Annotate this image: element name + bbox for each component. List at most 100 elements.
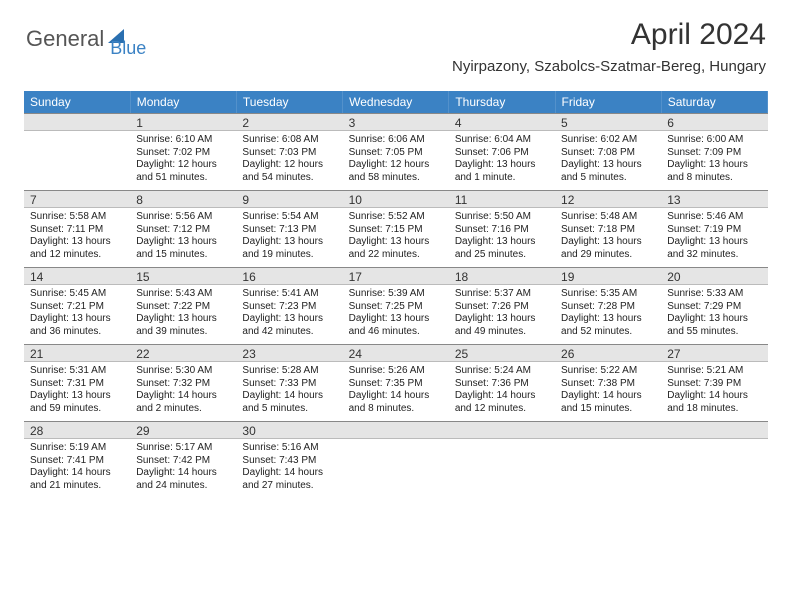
day-details: Sunrise: 5:24 AMSunset: 7:36 PMDaylight:… <box>449 362 555 421</box>
day-detail-line: Sunrise: 5:43 AM <box>136 288 230 301</box>
calendar-cell: 21Sunrise: 5:31 AMSunset: 7:31 PMDayligh… <box>24 344 130 421</box>
day-detail-line: Sunrise: 5:28 AM <box>242 365 336 378</box>
day-details: Sunrise: 5:45 AMSunset: 7:21 PMDaylight:… <box>24 285 130 344</box>
calendar-cell: 23Sunrise: 5:28 AMSunset: 7:33 PMDayligh… <box>236 344 342 421</box>
day-detail-line: Daylight: 14 hours <box>242 467 336 480</box>
day-number: 8 <box>130 190 236 208</box>
day-header: Sunday <box>24 91 130 113</box>
calendar-cell: 17Sunrise: 5:39 AMSunset: 7:25 PMDayligh… <box>343 267 449 344</box>
day-detail-line: and 5 minutes. <box>242 403 336 416</box>
day-details <box>449 439 555 497</box>
day-details: Sunrise: 5:35 AMSunset: 7:28 PMDaylight:… <box>555 285 661 344</box>
day-detail-line: Sunset: 7:43 PM <box>242 455 336 468</box>
day-details: Sunrise: 5:31 AMSunset: 7:31 PMDaylight:… <box>24 362 130 421</box>
day-detail-line: Daylight: 13 hours <box>349 236 443 249</box>
day-detail-line: and 21 minutes. <box>30 480 124 493</box>
day-number <box>661 421 767 439</box>
day-detail-line: Sunset: 7:12 PM <box>136 224 230 237</box>
day-number: 6 <box>661 113 767 131</box>
day-header-row: Sunday Monday Tuesday Wednesday Thursday… <box>24 91 768 113</box>
day-number: 30 <box>236 421 342 439</box>
day-detail-line: Daylight: 14 hours <box>455 390 549 403</box>
day-detail-line: Daylight: 13 hours <box>561 159 655 172</box>
day-number: 21 <box>24 344 130 362</box>
day-detail-line: and 46 minutes. <box>349 326 443 339</box>
day-detail-line: Daylight: 13 hours <box>242 313 336 326</box>
day-detail-line: Sunset: 7:39 PM <box>667 378 761 391</box>
calendar-cell <box>449 421 555 498</box>
calendar-cell: 4Sunrise: 6:04 AMSunset: 7:06 PMDaylight… <box>449 113 555 190</box>
day-detail-line: Sunset: 7:36 PM <box>455 378 549 391</box>
day-detail-line: Sunrise: 5:31 AM <box>30 365 124 378</box>
calendar-cell: 29Sunrise: 5:17 AMSunset: 7:42 PMDayligh… <box>130 421 236 498</box>
calendar-week-row: 21Sunrise: 5:31 AMSunset: 7:31 PMDayligh… <box>24 344 768 421</box>
day-number <box>555 421 661 439</box>
day-number: 22 <box>130 344 236 362</box>
calendar-cell: 16Sunrise: 5:41 AMSunset: 7:23 PMDayligh… <box>236 267 342 344</box>
calendar-cell: 6Sunrise: 6:00 AMSunset: 7:09 PMDaylight… <box>661 113 767 190</box>
day-detail-line: Daylight: 13 hours <box>136 313 230 326</box>
day-detail-line: and 55 minutes. <box>667 326 761 339</box>
day-number: 7 <box>24 190 130 208</box>
calendar-week-row: 28Sunrise: 5:19 AMSunset: 7:41 PMDayligh… <box>24 421 768 498</box>
day-details: Sunrise: 5:28 AMSunset: 7:33 PMDaylight:… <box>236 362 342 421</box>
day-detail-line: Daylight: 13 hours <box>455 159 549 172</box>
calendar-cell <box>24 113 130 190</box>
day-details: Sunrise: 5:30 AMSunset: 7:32 PMDaylight:… <box>130 362 236 421</box>
day-detail-line: Daylight: 13 hours <box>561 236 655 249</box>
day-number: 4 <box>449 113 555 131</box>
day-number <box>449 421 555 439</box>
calendar-cell: 22Sunrise: 5:30 AMSunset: 7:32 PMDayligh… <box>130 344 236 421</box>
calendar-cell: 28Sunrise: 5:19 AMSunset: 7:41 PMDayligh… <box>24 421 130 498</box>
day-detail-line: Daylight: 13 hours <box>667 313 761 326</box>
day-detail-line: Sunset: 7:16 PM <box>455 224 549 237</box>
day-detail-line: and 5 minutes. <box>561 172 655 185</box>
day-detail-line: and 8 minutes. <box>667 172 761 185</box>
day-number: 28 <box>24 421 130 439</box>
day-detail-line: Sunset: 7:13 PM <box>242 224 336 237</box>
day-detail-line: Daylight: 14 hours <box>136 390 230 403</box>
day-details: Sunrise: 5:39 AMSunset: 7:25 PMDaylight:… <box>343 285 449 344</box>
day-detail-line: Sunrise: 5:19 AM <box>30 442 124 455</box>
calendar-week-row: 7Sunrise: 5:58 AMSunset: 7:11 PMDaylight… <box>24 190 768 267</box>
calendar-cell: 3Sunrise: 6:06 AMSunset: 7:05 PMDaylight… <box>343 113 449 190</box>
day-details: Sunrise: 5:43 AMSunset: 7:22 PMDaylight:… <box>130 285 236 344</box>
day-detail-line: and 29 minutes. <box>561 249 655 262</box>
day-detail-line: and 24 minutes. <box>136 480 230 493</box>
header: General Blue April 2024 Nyirpazony, Szab… <box>0 0 792 81</box>
day-detail-line: Sunrise: 6:00 AM <box>667 134 761 147</box>
day-detail-line: Sunset: 7:09 PM <box>667 147 761 160</box>
day-detail-line: Sunset: 7:19 PM <box>667 224 761 237</box>
day-detail-line: and 8 minutes. <box>349 403 443 416</box>
day-detail-line: and 25 minutes. <box>455 249 549 262</box>
day-detail-line: Daylight: 13 hours <box>349 313 443 326</box>
day-header: Saturday <box>661 91 767 113</box>
day-detail-line: Sunrise: 5:37 AM <box>455 288 549 301</box>
calendar-cell: 7Sunrise: 5:58 AMSunset: 7:11 PMDaylight… <box>24 190 130 267</box>
day-detail-line: Daylight: 14 hours <box>667 390 761 403</box>
day-details: Sunrise: 5:17 AMSunset: 7:42 PMDaylight:… <box>130 439 236 498</box>
day-detail-line: Sunrise: 5:21 AM <box>667 365 761 378</box>
day-detail-line: Daylight: 14 hours <box>136 467 230 480</box>
day-number: 15 <box>130 267 236 285</box>
calendar-cell: 12Sunrise: 5:48 AMSunset: 7:18 PMDayligh… <box>555 190 661 267</box>
day-detail-line: and 42 minutes. <box>242 326 336 339</box>
day-detail-line: Daylight: 13 hours <box>455 313 549 326</box>
day-number: 14 <box>24 267 130 285</box>
calendar-cell <box>343 421 449 498</box>
calendar-cell: 11Sunrise: 5:50 AMSunset: 7:16 PMDayligh… <box>449 190 555 267</box>
day-detail-line: Sunrise: 5:17 AM <box>136 442 230 455</box>
day-detail-line: and 58 minutes. <box>349 172 443 185</box>
day-detail-line: Sunset: 7:02 PM <box>136 147 230 160</box>
day-detail-line: and 1 minute. <box>455 172 549 185</box>
day-detail-line: Sunrise: 5:35 AM <box>561 288 655 301</box>
day-detail-line: and 51 minutes. <box>136 172 230 185</box>
day-details: Sunrise: 5:54 AMSunset: 7:13 PMDaylight:… <box>236 208 342 267</box>
day-detail-line: Sunrise: 5:26 AM <box>349 365 443 378</box>
logo: General Blue <box>26 18 146 59</box>
day-details: Sunrise: 5:56 AMSunset: 7:12 PMDaylight:… <box>130 208 236 267</box>
day-number: 11 <box>449 190 555 208</box>
calendar-cell: 8Sunrise: 5:56 AMSunset: 7:12 PMDaylight… <box>130 190 236 267</box>
day-detail-line: Daylight: 14 hours <box>561 390 655 403</box>
day-detail-line: Sunset: 7:08 PM <box>561 147 655 160</box>
